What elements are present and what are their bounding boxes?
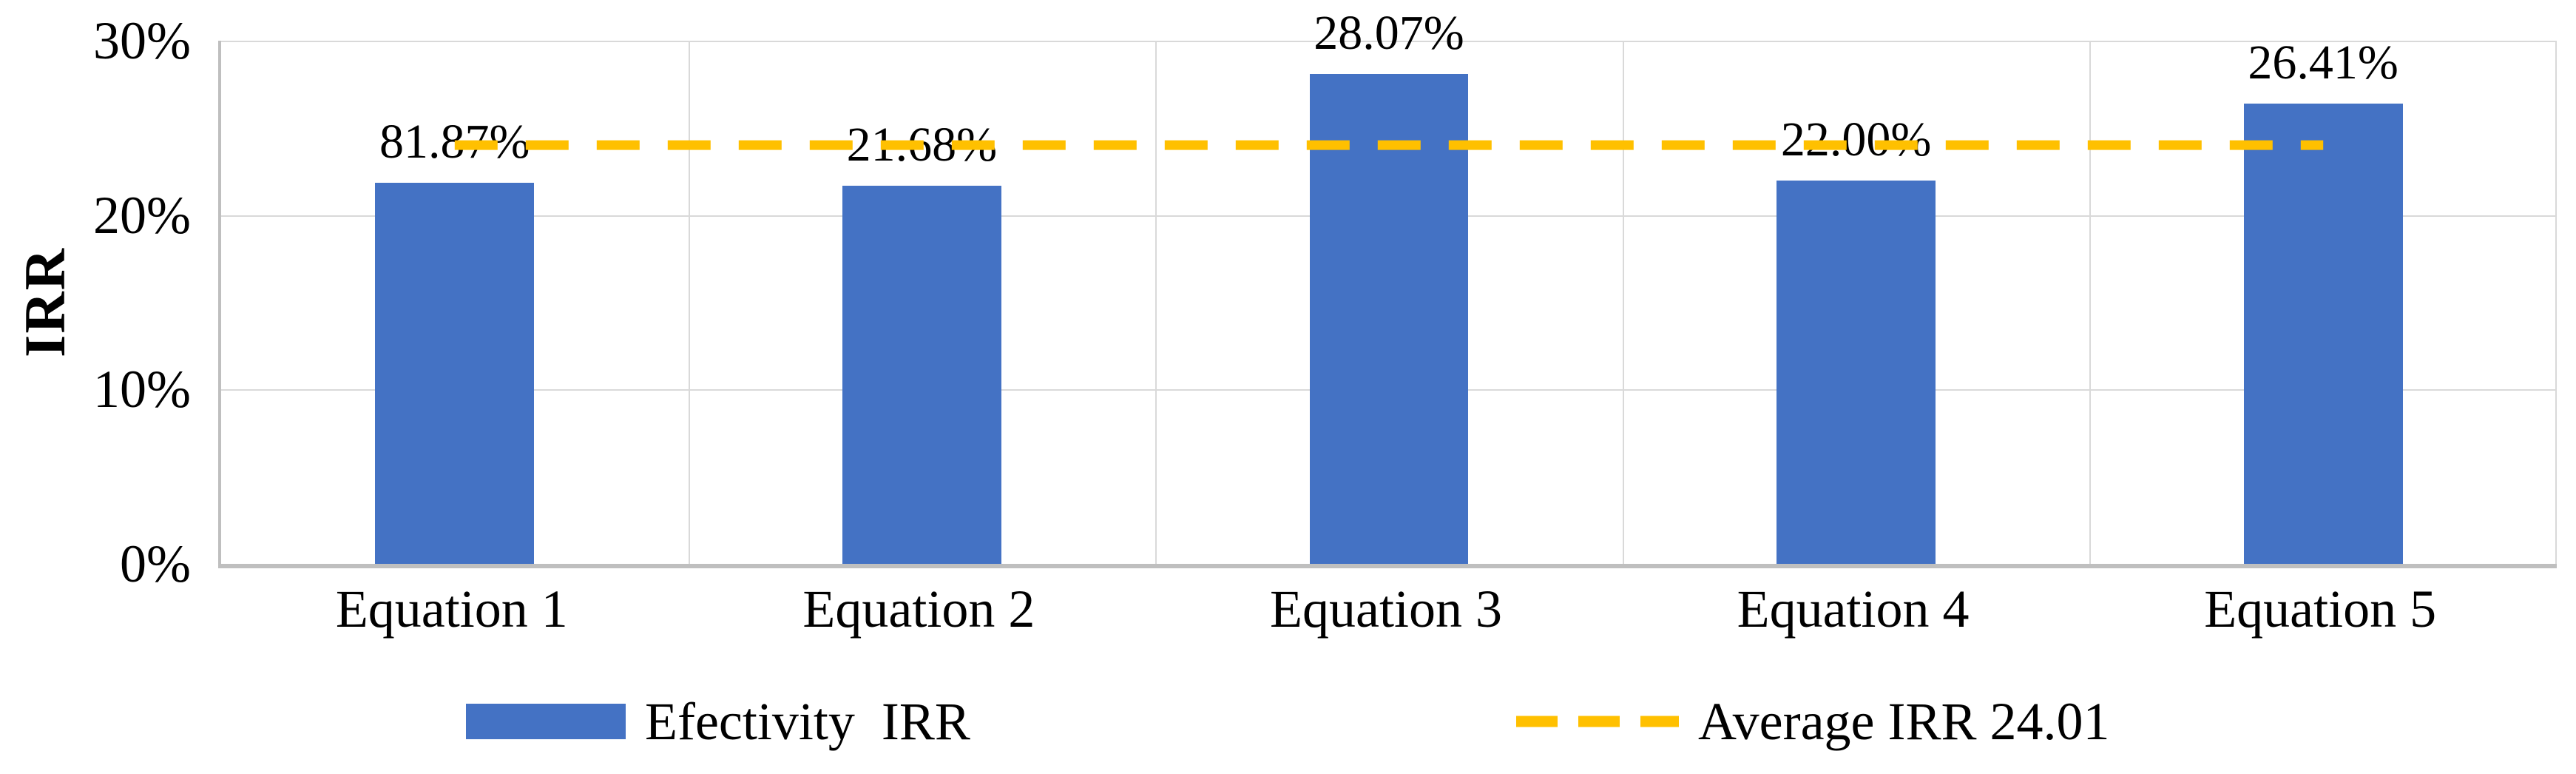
y-tick-30: 30% <box>93 11 191 70</box>
bar-series: 81.87% 21.68% 28.07% 22.00% 26.41% <box>221 9 2557 564</box>
x-label-equation-3: Equation 3 <box>1270 579 1502 639</box>
bar-equation-2 <box>842 186 1001 564</box>
x-label-equation-4: Equation 4 <box>1737 579 1970 639</box>
data-label: 22.00% <box>1780 112 1932 166</box>
gridline-vertical-right-border <box>2555 41 2557 564</box>
bar-equation-1 <box>375 182 535 564</box>
bar-legend-swatch-icon <box>466 704 626 739</box>
y-tick-20: 20% <box>93 185 191 245</box>
bar-equation-5 <box>2243 103 2403 564</box>
bar-group-equation-3: 28.07% <box>1155 9 1623 564</box>
data-label: 81.87% <box>379 114 530 169</box>
gridline-vertical-1 <box>688 41 690 564</box>
bar-equation-4 <box>1777 180 1936 564</box>
legend: Efectivity IRR Average IRR 24.01 <box>0 684 2576 758</box>
plot-area: 81.87% 21.68% 28.07% 22.00% 26.41% <box>218 9 2557 568</box>
y-tick-10: 10% <box>93 360 191 420</box>
gridline-vertical-4 <box>2089 41 2092 564</box>
legend-label: Average IRR 24.01 <box>1698 692 2110 751</box>
legend-item-efectivity-irr: Efectivity IRR <box>466 684 970 758</box>
x-label-equation-2: Equation 2 <box>802 579 1035 639</box>
data-label: 26.41% <box>2248 35 2398 90</box>
gridline-vertical-3 <box>1622 41 1624 564</box>
x-label-equation-1: Equation 1 <box>335 579 568 639</box>
gridline-vertical-2 <box>1155 41 1157 564</box>
data-label: 21.68% <box>846 118 998 172</box>
bar-group-equation-1: 81.87% <box>221 41 689 564</box>
x-label-equation-5: Equation 5 <box>2204 579 2437 639</box>
x-axis-tick-labels: Equation 1 Equation 2 Equation 3 Equatio… <box>218 579 2554 640</box>
gridline-horizontal-30 <box>221 41 2557 42</box>
y-tick-0: 0% <box>120 534 191 593</box>
bar-equation-3 <box>1309 74 1469 564</box>
bar-group-equation-2: 21.68% <box>689 41 1156 564</box>
bar-group-equation-5: 26.41% <box>2089 35 2557 564</box>
y-axis-tick-labels: 30% 20% 10% 0% <box>0 14 201 590</box>
data-label: 28.07% <box>1314 6 1464 61</box>
legend-item-average-irr: Average IRR 24.01 <box>1516 684 2110 758</box>
dashed-line-legend-swatch-icon <box>1516 716 1679 727</box>
legend-label: Efectivity IRR <box>645 692 970 751</box>
bar-group-equation-4: 22.00% <box>1623 41 2090 564</box>
